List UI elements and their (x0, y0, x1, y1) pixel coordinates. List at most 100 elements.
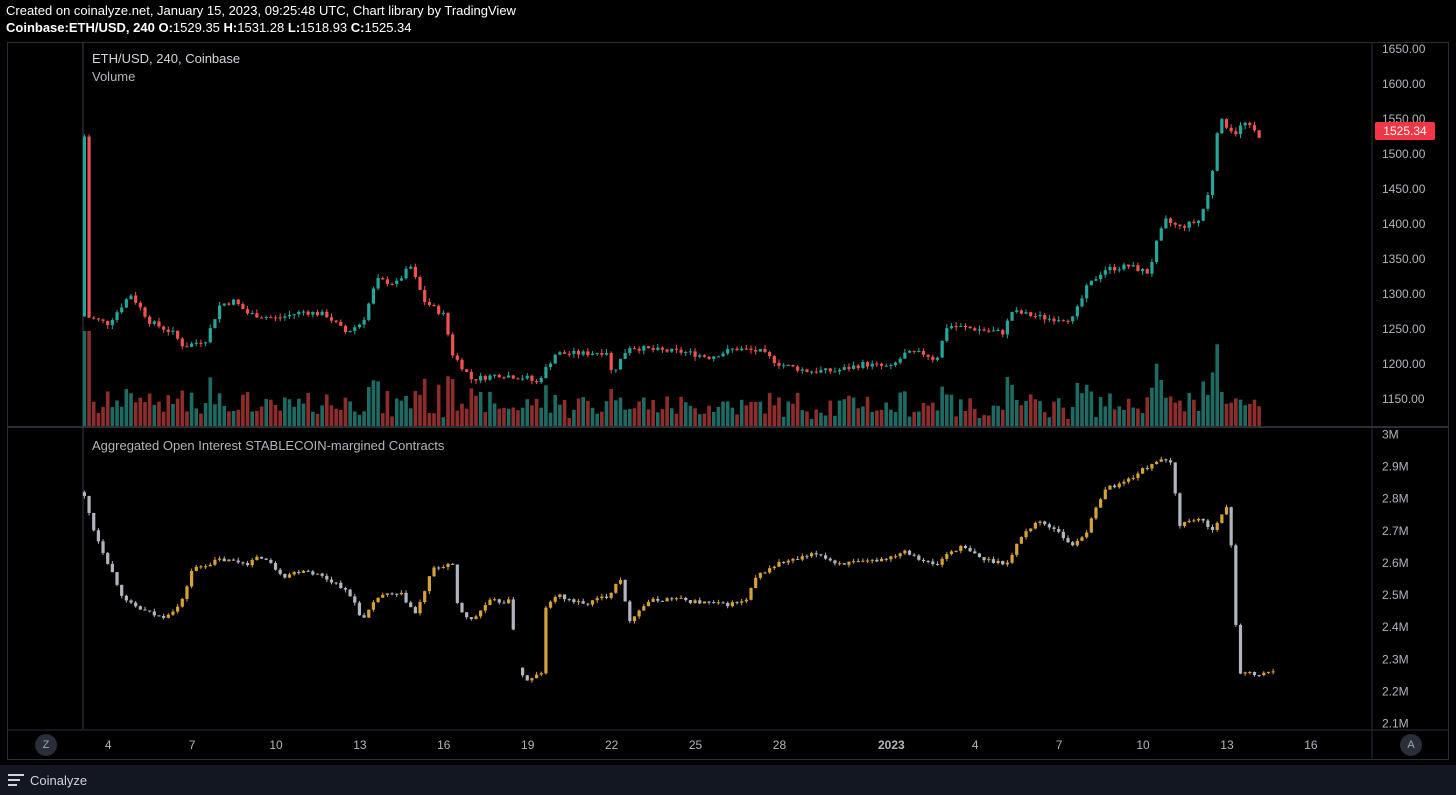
volume-bar (562, 399, 567, 426)
price-candle (833, 371, 837, 373)
price-candle (1001, 330, 1005, 335)
oi-candle (348, 589, 352, 597)
price-candle (1220, 119, 1224, 134)
chart-credit: Created on coinalyze.net, January 15, 20… (6, 3, 516, 18)
volume-bar (1038, 401, 1042, 426)
oi-candle (833, 560, 837, 564)
volume-bar (1112, 409, 1117, 426)
volume-bar (1238, 399, 1243, 426)
oi-candle (255, 556, 259, 560)
volume-bar (1103, 406, 1108, 426)
oi-candle (367, 609, 371, 618)
volume-bar (711, 412, 716, 426)
volume-bar (492, 403, 497, 426)
price-candle (255, 313, 259, 318)
volume-bar (1042, 412, 1047, 426)
z-button[interactable]: Z (35, 734, 57, 756)
volume-bar (1014, 399, 1019, 426)
volume-bar (236, 409, 241, 426)
volume-bar (1084, 384, 1089, 426)
oi-axis-tick: 2.6M (1382, 556, 1409, 570)
oi-candle (782, 561, 786, 563)
oi-candle (623, 580, 627, 602)
oi-candle (385, 593, 390, 595)
oi-candle (1127, 478, 1131, 482)
volume-bar (534, 398, 539, 426)
volume-bar (203, 403, 208, 426)
price-candle (917, 350, 921, 352)
oi-candle (884, 558, 888, 560)
price-candle (208, 328, 212, 343)
price-candle (395, 280, 399, 285)
price-pane-title: ETH/USD, 240, Coinbase (92, 51, 240, 66)
oi-candle (940, 558, 944, 565)
volume-bar (777, 397, 781, 426)
volume-bar (380, 413, 385, 426)
oi-candle (1266, 671, 1271, 673)
oi-candle (1262, 672, 1266, 676)
price-candle (469, 371, 473, 380)
menu-icon[interactable] (8, 774, 24, 786)
volume-bar (133, 402, 138, 426)
oi-candle (893, 556, 898, 558)
price-candle (1127, 264, 1131, 267)
volume-bar (213, 404, 217, 426)
a-button[interactable]: A (1400, 734, 1422, 756)
price-candle (1047, 318, 1051, 320)
volume-bar (241, 394, 245, 426)
price-candle (679, 349, 683, 353)
price-candle (805, 369, 809, 373)
volume-bar (637, 401, 641, 426)
price-candle (404, 268, 408, 279)
oi-candle (758, 572, 762, 578)
volume-bar (157, 401, 161, 426)
price-candle (1178, 224, 1182, 227)
price-candle (945, 328, 949, 341)
oi-candle (148, 610, 152, 612)
last-price-marker (1375, 122, 1435, 140)
volume-bar (329, 405, 334, 426)
oi-candle (637, 610, 641, 617)
price-candle (935, 357, 940, 360)
price-candle (474, 379, 478, 381)
chart-container[interactable] (7, 42, 1449, 760)
volume-bar (96, 412, 101, 426)
volume-bar (861, 406, 865, 426)
oi-candle (325, 575, 329, 580)
oi-candle (446, 563, 450, 568)
oi-axis-tick: 2.7M (1382, 524, 1409, 538)
price-candle (912, 350, 916, 352)
volume-bar (576, 398, 581, 426)
volume-bar (767, 392, 772, 426)
oi-candle (702, 601, 707, 604)
volume-bar (1140, 413, 1145, 426)
oi-candle (315, 573, 320, 575)
volume-bar (1234, 398, 1238, 426)
price-candle (1140, 269, 1145, 272)
price-candle (949, 326, 954, 329)
volume-bar (1033, 399, 1038, 426)
price-candle (768, 352, 772, 357)
oi-candle (907, 550, 912, 555)
oi-candle (847, 561, 851, 565)
price-candle (590, 353, 595, 355)
oi-candle (134, 602, 138, 607)
volume-bar (996, 405, 1000, 426)
oi-candle (413, 607, 417, 614)
price-candle (726, 349, 730, 354)
price-candle (576, 350, 581, 355)
volume-bar (255, 410, 259, 426)
price-candle (418, 277, 422, 290)
price-candle (311, 311, 315, 315)
volume-bar (842, 399, 847, 426)
volume-bar (502, 407, 506, 426)
price-candle (595, 353, 599, 355)
price-candle (824, 368, 828, 371)
oi-candle (194, 566, 198, 571)
volume-bar (903, 391, 907, 426)
volume-bar (1108, 393, 1112, 426)
price-candle (190, 343, 194, 347)
volume-bar (781, 416, 786, 426)
volume-bar (175, 398, 180, 426)
